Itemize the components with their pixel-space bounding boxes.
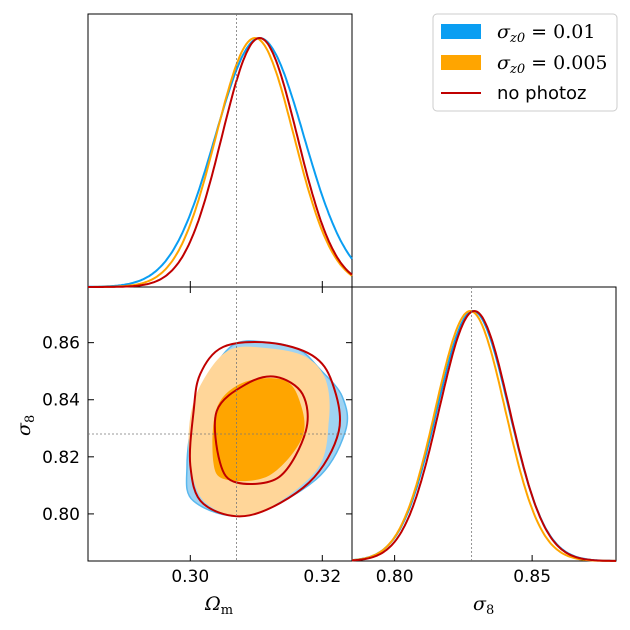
ticks: 0.30 0.32 0.80 0.85 0.80 0.82 0.84 0.86 <box>42 281 551 587</box>
contour-layer <box>185 340 349 518</box>
omega-m-curve-blue <box>87 36 353 288</box>
omega-m-1d-curves <box>87 36 353 288</box>
legend-label-3: no photoz <box>497 83 587 104</box>
legend-label-1: σz0 = 0.01 <box>497 21 595 46</box>
omega-m-tick-label: 0.30 <box>171 567 209 587</box>
omega-m-tick-label: 0.32 <box>303 567 341 587</box>
panel-omega-m-1d-frame <box>87 13 353 288</box>
legend-swatch-orange <box>441 55 481 70</box>
contour-red-inner <box>213 375 309 486</box>
omega-m-curve-red <box>88 36 353 288</box>
fiducial-lines <box>88 14 473 561</box>
sigma8-curve-blue <box>351 309 616 562</box>
legend: σz0 = 0.01 σz0 = 0.005 no photoz <box>432 13 618 112</box>
sigma8-ytick-label: 0.86 <box>42 334 80 354</box>
sigma8-1d-curves <box>351 309 617 562</box>
panel-sigma8-1d-frame <box>351 286 617 562</box>
sigma8-ytick-label: 0.84 <box>42 391 80 411</box>
x-label-sigma8: σ8 <box>473 593 494 618</box>
contour-orange-inner <box>212 378 305 482</box>
sigma8-curve-red <box>351 309 616 562</box>
sigma8-tick-label: 0.80 <box>376 567 414 587</box>
contour-red-outer <box>188 340 341 518</box>
sigma8-ytick-label: 0.80 <box>42 505 80 525</box>
sigma8-tick-label: 0.85 <box>513 567 551 587</box>
sigma8-curve-orange <box>351 309 617 562</box>
legend-label-2: σz0 = 0.005 <box>497 52 608 77</box>
x-label-omega-m: Ωm <box>204 593 233 618</box>
y-label-sigma8: σ8 <box>13 415 38 436</box>
sigma8-ytick-label: 0.82 <box>42 448 80 468</box>
legend-swatch-blue <box>441 24 481 39</box>
